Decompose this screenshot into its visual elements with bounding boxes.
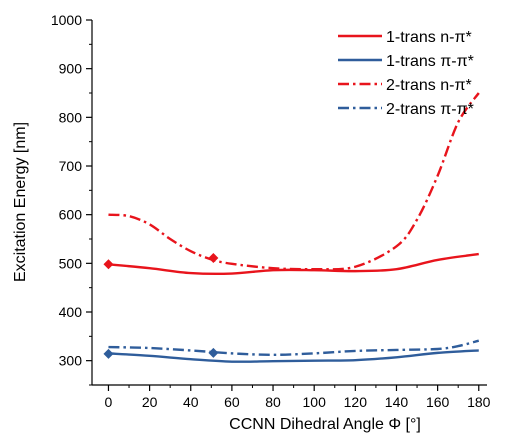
x-tick-label: 120 xyxy=(344,394,368,410)
series-line-4 xyxy=(108,339,480,357)
x-axis-ticks: 0 20 40 60 80 100 120 140 160 180 xyxy=(105,385,491,410)
x-tick-label: 80 xyxy=(265,394,281,410)
x-tick-label: 0 xyxy=(105,394,113,410)
y-tick-label: 800 xyxy=(59,109,83,125)
legend: 1-trans n-π* 1-trans π-π* 2-trans n-π* 2-tr… xyxy=(338,29,474,118)
x-tick-label: 100 xyxy=(303,394,327,410)
series-markers xyxy=(103,252,219,359)
x-tick-label: 140 xyxy=(385,394,409,410)
y-tick-label: 1000 xyxy=(51,12,82,28)
x-tick-label: 60 xyxy=(224,394,240,410)
diamond-marker xyxy=(208,252,219,263)
diamond-marker xyxy=(103,259,114,270)
x-axis-title: CCNN Dihedral Angle Φ [°] xyxy=(229,416,421,433)
diamond-marker xyxy=(208,347,219,358)
legend-label: 2-trans π-π* xyxy=(386,101,474,118)
y-tick-label: 500 xyxy=(59,255,83,271)
diamond-marker xyxy=(103,348,114,359)
y-tick-label: 600 xyxy=(59,207,83,223)
y-tick-label: 900 xyxy=(59,61,83,77)
legend-label: 1-trans π-π* xyxy=(386,53,474,70)
x-tick-label: 40 xyxy=(183,394,199,410)
legend-label: 1-trans n-π* xyxy=(386,29,472,46)
series-lines xyxy=(108,92,480,363)
series-line-2 xyxy=(108,349,479,363)
series-line-3 xyxy=(108,92,480,271)
y-tick-label: 300 xyxy=(59,353,83,369)
y-axis-title: Excitation Energy [nm] xyxy=(12,122,29,282)
legend-label: 2-trans n-π* xyxy=(386,77,472,94)
x-tick-label: 20 xyxy=(142,394,158,410)
y-tick-label: 400 xyxy=(59,304,83,320)
y-axis-ticks: 300 400 500 600 700 800 900 1000 xyxy=(51,12,92,386)
y-tick-label: 700 xyxy=(59,158,83,174)
x-tick-label: 180 xyxy=(467,394,491,410)
series-line-1 xyxy=(108,252,479,276)
x-tick-label: 160 xyxy=(426,394,450,410)
plot-area: 300 400 500 600 700 800 900 1000 0 20 40 60 80 100 12… xyxy=(51,12,491,410)
